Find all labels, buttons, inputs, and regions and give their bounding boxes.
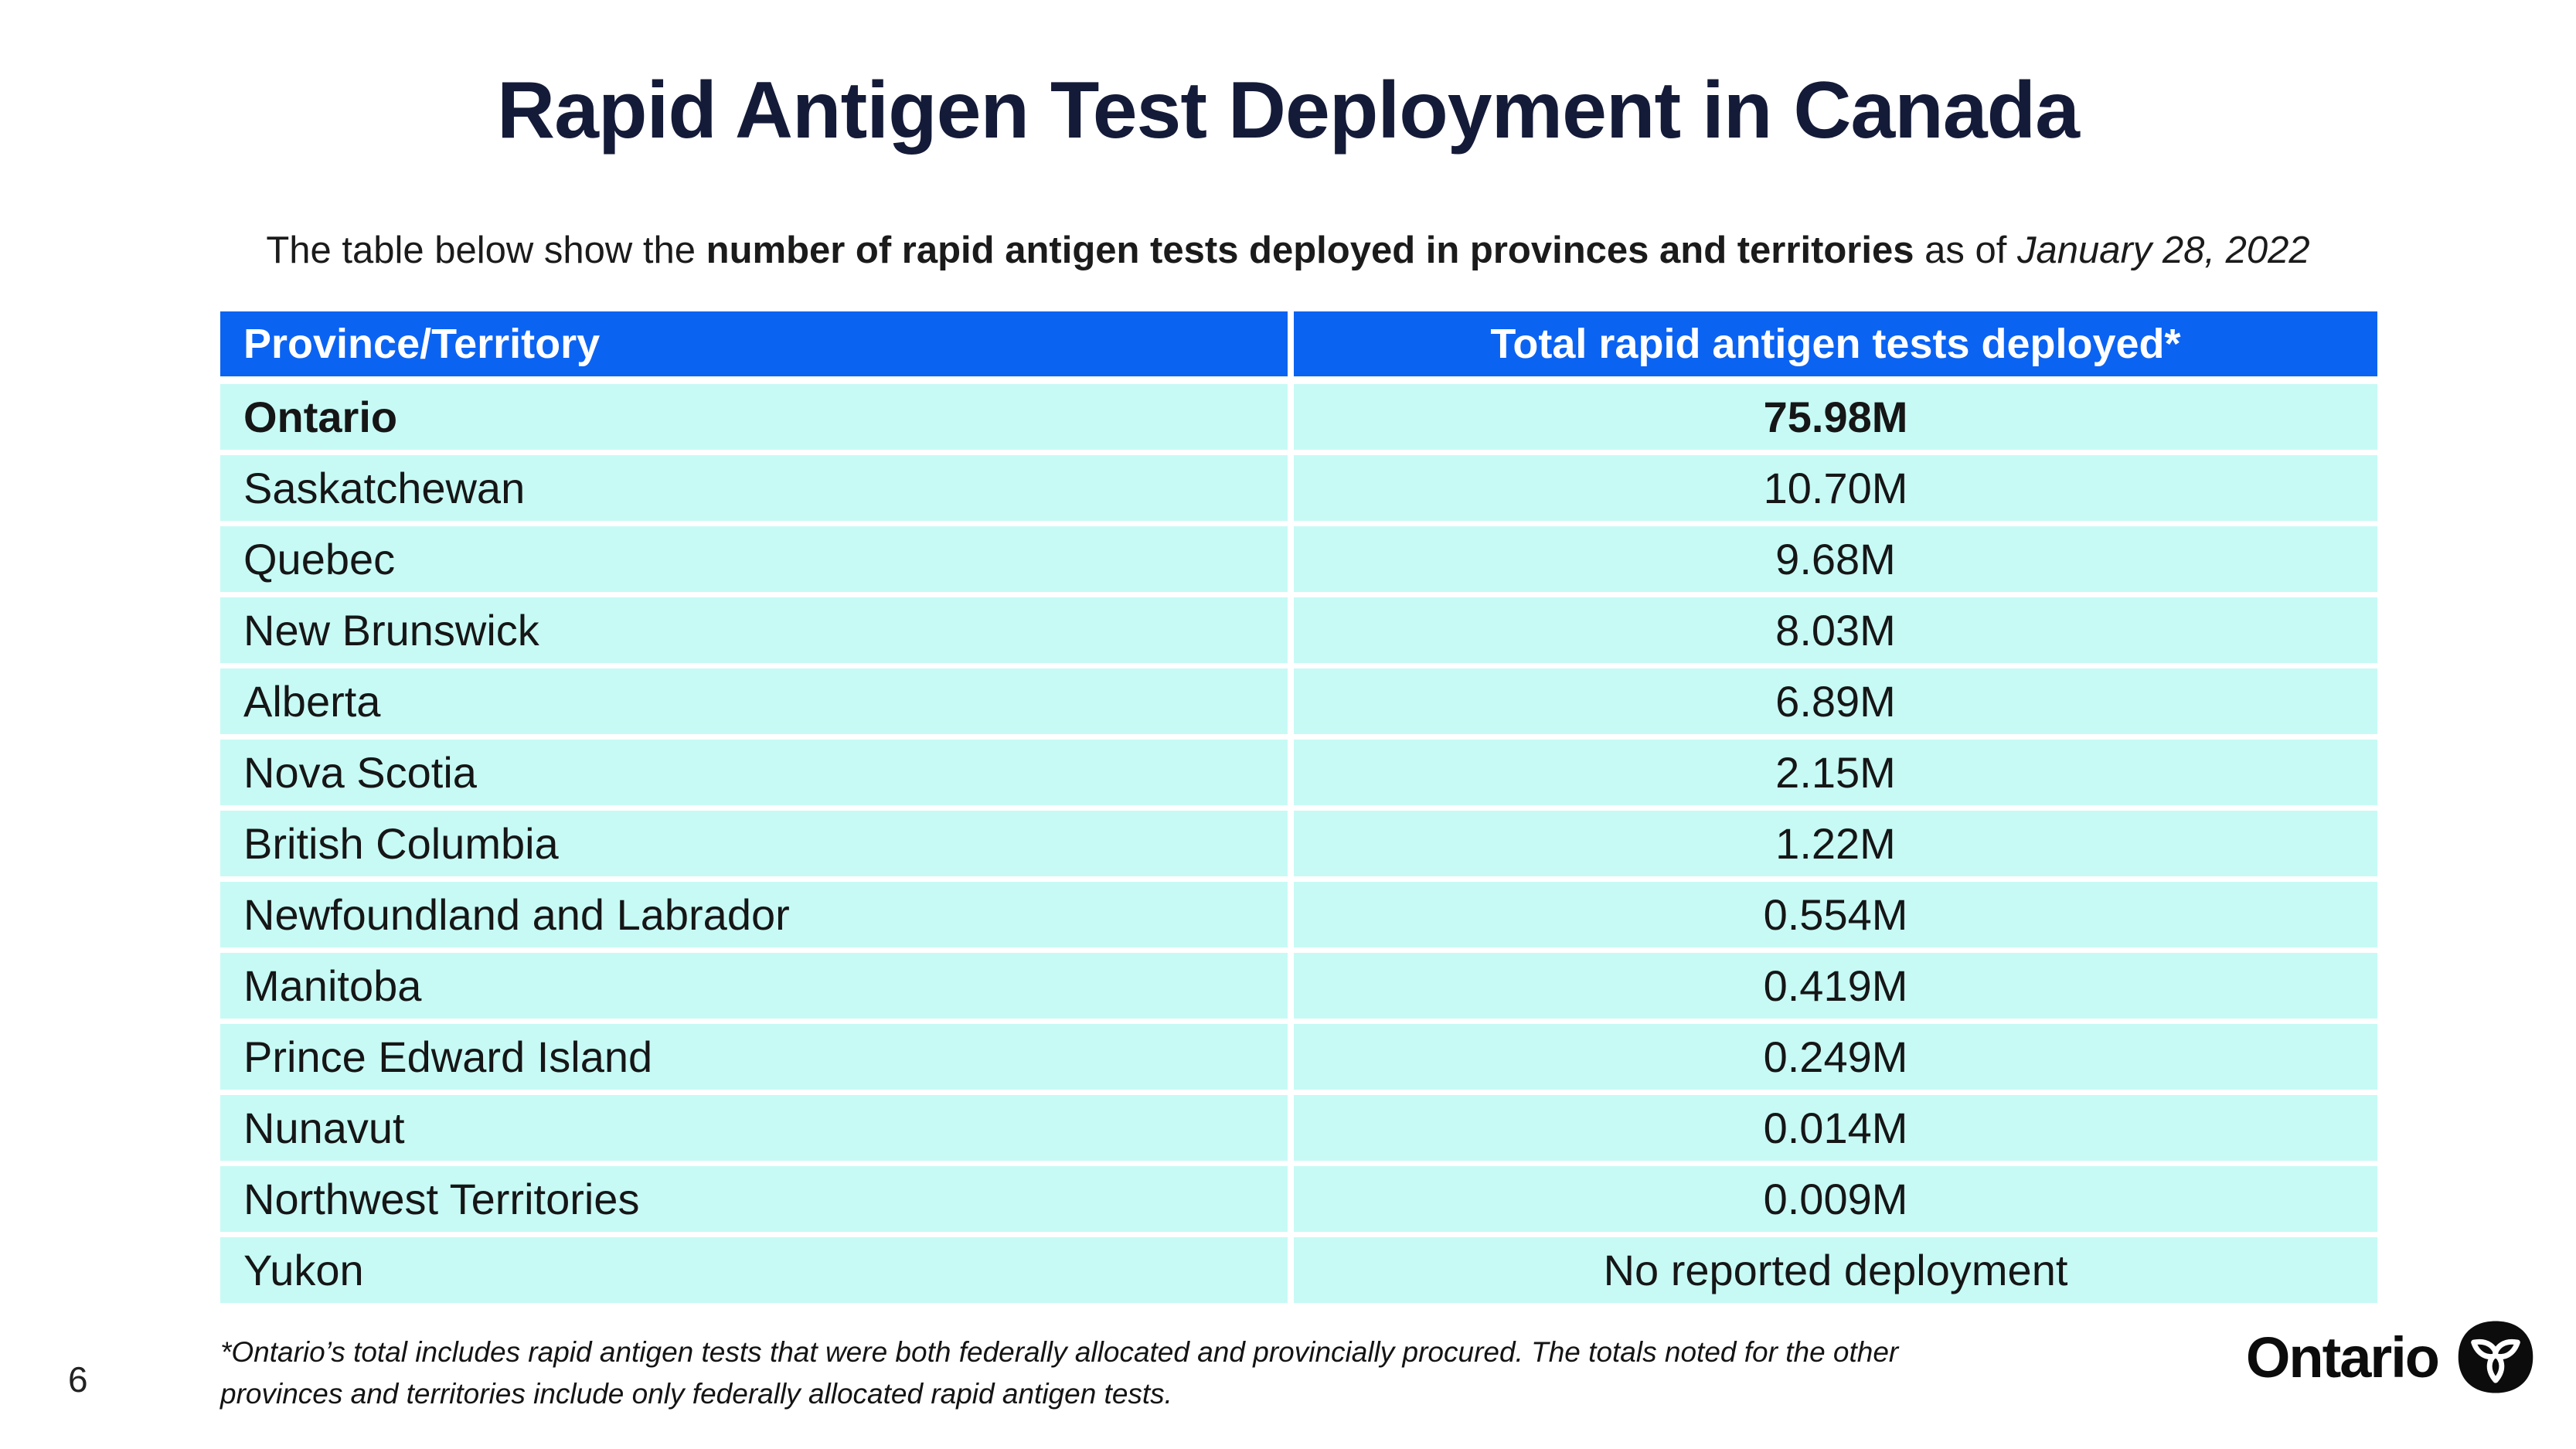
cell-value: 6.89M — [1294, 668, 2377, 734]
table-row: Nova Scotia 2.15M — [220, 740, 2377, 805]
subtitle-bold-segment: number of rapid antigen tests deployed i… — [706, 230, 1914, 271]
cell-province: Prince Edward Island — [220, 1024, 1288, 1090]
cell-province: Nunavut — [220, 1095, 1288, 1161]
cell-value: 2.15M — [1294, 740, 2377, 805]
footnote: *Ontario’s total includes rapid antigen … — [220, 1332, 1898, 1415]
table-row: Alberta 6.89M — [220, 668, 2377, 734]
cell-province: Alberta — [220, 668, 1288, 734]
header-cell-total: Total rapid antigen tests deployed* — [1294, 311, 2377, 376]
ontario-logo: Ontario — [2246, 1318, 2536, 1396]
cell-value: 0.249M — [1294, 1024, 2377, 1090]
table-row: Saskatchewan 10.70M — [220, 455, 2377, 521]
table-row: British Columbia 1.22M — [220, 811, 2377, 876]
cell-value: 75.98M — [1294, 384, 2377, 450]
table-row: New Brunswick 8.03M — [220, 597, 2377, 663]
table-row: Manitoba 0.419M — [220, 953, 2377, 1019]
cell-value: 0.014M — [1294, 1095, 2377, 1161]
table-row: Northwest Territories 0.009M — [220, 1166, 2377, 1232]
ontario-wordmark: Ontario — [2245, 1325, 2440, 1389]
trillium-icon — [2455, 1318, 2536, 1396]
cell-value: 10.70M — [1294, 455, 2377, 521]
cell-province: Manitoba — [220, 953, 1288, 1019]
cell-value: 0.009M — [1294, 1166, 2377, 1232]
table-row: Newfoundland and Labrador 0.554M — [220, 882, 2377, 947]
table-header-row: Province/Territory Total rapid antigen t… — [220, 311, 2377, 376]
subtitle-date: January 28, 2022 — [2016, 230, 2310, 271]
cell-province: Quebec — [220, 526, 1288, 592]
cell-province: Northwest Territories — [220, 1166, 1288, 1232]
page-number: 6 — [68, 1359, 88, 1400]
cell-province: British Columbia — [220, 811, 1288, 876]
table-row: Yukon No reported deployment — [220, 1237, 2377, 1303]
cell-value: 9.68M — [1294, 526, 2377, 592]
subtitle-middle: as of — [1914, 230, 2017, 271]
cell-province: Saskatchewan — [220, 455, 1288, 521]
cell-value: 0.554M — [1294, 882, 2377, 947]
footnote-line-2: provinces and territories include only f… — [220, 1378, 1172, 1410]
cell-value: 0.419M — [1294, 953, 2377, 1019]
cell-province: Nova Scotia — [220, 740, 1288, 805]
table-row: Prince Edward Island 0.249M — [220, 1024, 2377, 1090]
page-title: Rapid Antigen Test Deployment in Canada — [497, 66, 2080, 155]
cell-province: New Brunswick — [220, 597, 1288, 663]
deployment-table: Province/Territory Total rapid antigen t… — [220, 311, 2377, 1303]
footnote-line-1: *Ontario’s total includes rapid antigen … — [220, 1336, 1899, 1368]
cell-value: No reported deployment — [1294, 1237, 2377, 1303]
subtitle: The table below show the number of rapid… — [0, 229, 2576, 272]
cell-value: 8.03M — [1294, 597, 2377, 663]
cell-province: Yukon — [220, 1237, 1288, 1303]
cell-province: Ontario — [220, 384, 1288, 450]
table-row: Quebec 9.68M — [220, 526, 2377, 592]
cell-province: Newfoundland and Labrador — [220, 882, 1288, 947]
table-row: Nunavut 0.014M — [220, 1095, 2377, 1161]
subtitle-prefix: The table below show the — [266, 230, 706, 271]
table-row: Ontario 75.98M — [220, 384, 2377, 450]
cell-value: 1.22M — [1294, 811, 2377, 876]
header-cell-province: Province/Territory — [220, 311, 1288, 376]
